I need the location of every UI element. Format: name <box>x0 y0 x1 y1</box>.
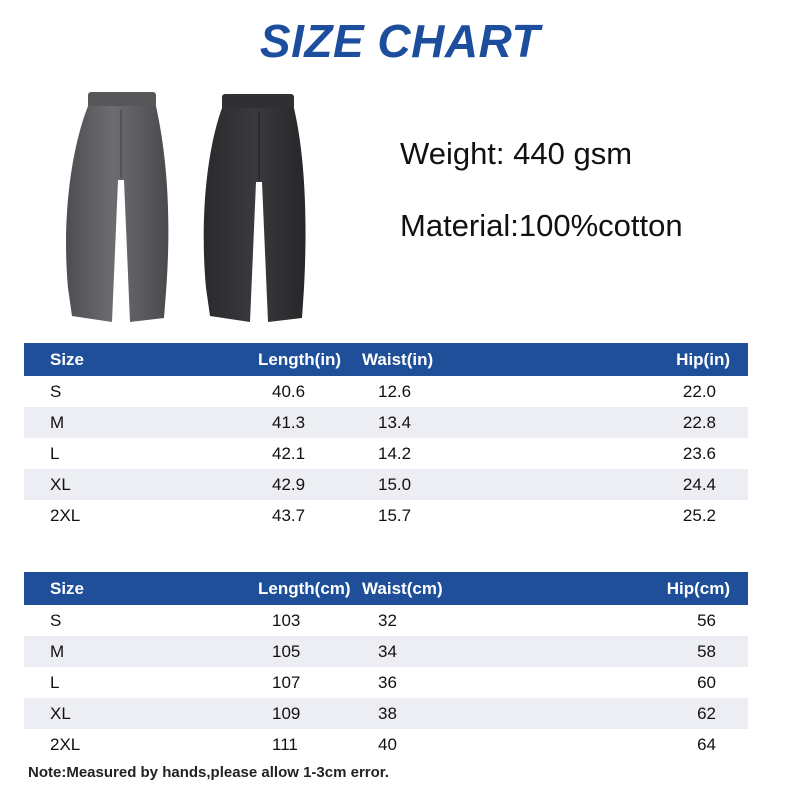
cell-waist: 15.0 <box>336 469 542 500</box>
table-row: L 42.1 14.2 23.6 <box>24 438 748 469</box>
cell-length: 43.7 <box>272 505 306 525</box>
cell-length: 42.1 <box>272 443 306 463</box>
cell-waist: 40 <box>378 734 397 754</box>
weight-spec: Weight: 440 gsm <box>400 136 633 171</box>
cell-length: 42.9 <box>130 469 336 500</box>
cell-hip: 23.6 <box>682 443 716 463</box>
cell-waist: 34 <box>336 636 542 667</box>
cell-size: XL <box>24 469 130 500</box>
table-row: XL 42.9 15.0 24.4 <box>24 469 748 500</box>
table-row: L 107 36 60 <box>24 667 748 698</box>
cell-size: XL <box>24 698 130 729</box>
cell-waist: 36 <box>378 672 397 692</box>
table-row: 2XL 43.7 15.7 25.2 <box>24 500 748 531</box>
cell-length: 40.6 <box>272 381 306 401</box>
cell-hip: 56 <box>697 610 716 630</box>
cell-length: 103 <box>272 610 301 630</box>
measurement-note: Note:Measured by hands,please allow 1-3c… <box>28 764 389 781</box>
cell-waist: 12.6 <box>378 381 412 401</box>
table-row: M 41.3 13.4 22.8 <box>24 407 748 438</box>
cell-hip: 24.4 <box>542 469 748 500</box>
cell-length: 41.3 <box>130 407 336 438</box>
cell-size: 2XL <box>50 734 81 754</box>
black-sweatpants-icon <box>203 94 306 322</box>
table-header-row: Size Length(in) Waist(in) Hip(in) <box>24 343 748 376</box>
size-table-cm: Size Length(cm) Waist(cm) Hip(cm) S 103 … <box>24 572 748 760</box>
table-row: M 105 34 58 <box>24 636 748 667</box>
header-length: Length(cm) <box>130 572 351 605</box>
cell-waist: 14.2 <box>378 443 412 463</box>
cell-size: M <box>24 407 130 438</box>
header-length: Length(in) <box>130 343 341 376</box>
table-row: S 40.6 12.6 22.0 <box>24 376 748 407</box>
cell-hip: 62 <box>542 698 748 729</box>
cell-size: M <box>24 636 130 667</box>
table-row: 2XL 111 40 64 <box>24 729 748 760</box>
cell-waist: 13.4 <box>336 407 542 438</box>
header-hip: Hip(in) <box>542 343 748 376</box>
header-size: Size <box>24 343 130 376</box>
header-waist: Waist(cm) <box>336 572 542 605</box>
cell-hip: 60 <box>697 672 716 692</box>
cell-hip: 64 <box>697 734 716 754</box>
cell-length: 105 <box>130 636 336 667</box>
cell-waist: 38 <box>336 698 542 729</box>
size-table-inches: Size Length(in) Waist(in) Hip(in) S 40.6… <box>24 343 748 531</box>
cell-waist: 15.7 <box>378 505 412 525</box>
header-size: Size <box>24 572 130 605</box>
header-hip: Hip(cm) <box>542 572 748 605</box>
cell-hip: 22.8 <box>542 407 748 438</box>
cell-hip: 25.2 <box>682 505 716 525</box>
cell-waist: 32 <box>378 610 397 630</box>
table-row: S 103 32 56 <box>24 605 748 636</box>
cell-length: 107 <box>272 672 301 692</box>
cell-size: L <box>50 672 60 692</box>
cell-size: L <box>50 443 60 463</box>
cell-hip: 58 <box>542 636 748 667</box>
page-title: SIZE CHART <box>259 15 541 67</box>
material-spec: Material:100%cotton <box>400 208 683 243</box>
cell-hip: 22.0 <box>682 381 716 401</box>
cell-length: 111 <box>272 734 298 754</box>
cell-size: S <box>50 610 62 630</box>
grey-sweatpants-icon <box>66 92 169 322</box>
cell-length: 109 <box>130 698 336 729</box>
header-waist: Waist(in) <box>336 343 542 376</box>
cell-size: 2XL <box>50 505 81 525</box>
cell-size: S <box>50 381 62 401</box>
table-header-row: Size Length(cm) Waist(cm) Hip(cm) <box>24 572 748 605</box>
table-row: XL 109 38 62 <box>24 698 748 729</box>
